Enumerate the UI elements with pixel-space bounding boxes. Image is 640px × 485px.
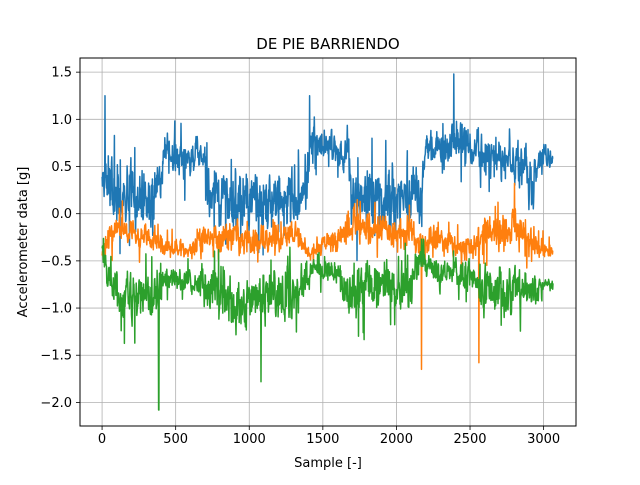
y-tick-label: −2.0 — [40, 396, 72, 411]
x-tick-label: 1500 — [306, 432, 339, 447]
x-axis-label: Sample [-] — [294, 456, 362, 471]
y-tick-label: −0.5 — [40, 254, 72, 269]
series-line-2 — [101, 182, 554, 371]
y-tick-label: −1.0 — [40, 302, 72, 317]
y-tick-label: 0.5 — [51, 160, 72, 175]
tick-layer: 0 500 1000 1500 2000 2500 3000 −2.0 −1.5 −1.0 −0.5… — [40, 66, 560, 447]
series-line-1 — [101, 73, 554, 262]
x-tick-label: 500 — [163, 432, 188, 447]
plot-frame — [79, 57, 577, 427]
y-tick-label: 0.0 — [51, 207, 72, 222]
chart-title: DE PIE BARRIENDO — [256, 35, 399, 53]
x-tick-label: 1000 — [233, 432, 266, 447]
x-tick-label: 3000 — [527, 432, 560, 447]
x-tick-label: 2500 — [453, 432, 486, 447]
y-tick-label: 1.0 — [51, 113, 72, 128]
grid-layer — [80, 58, 576, 426]
y-tick-label: 1.5 — [51, 66, 72, 81]
x-tick-label: 0 — [98, 432, 106, 447]
series-layer — [101, 73, 554, 411]
series-line-3 — [101, 237, 554, 411]
y-tick-label: −1.5 — [40, 349, 72, 364]
y-axis-label: Accelerometer data [g] — [16, 167, 31, 318]
x-tick-label: 2000 — [380, 432, 413, 447]
